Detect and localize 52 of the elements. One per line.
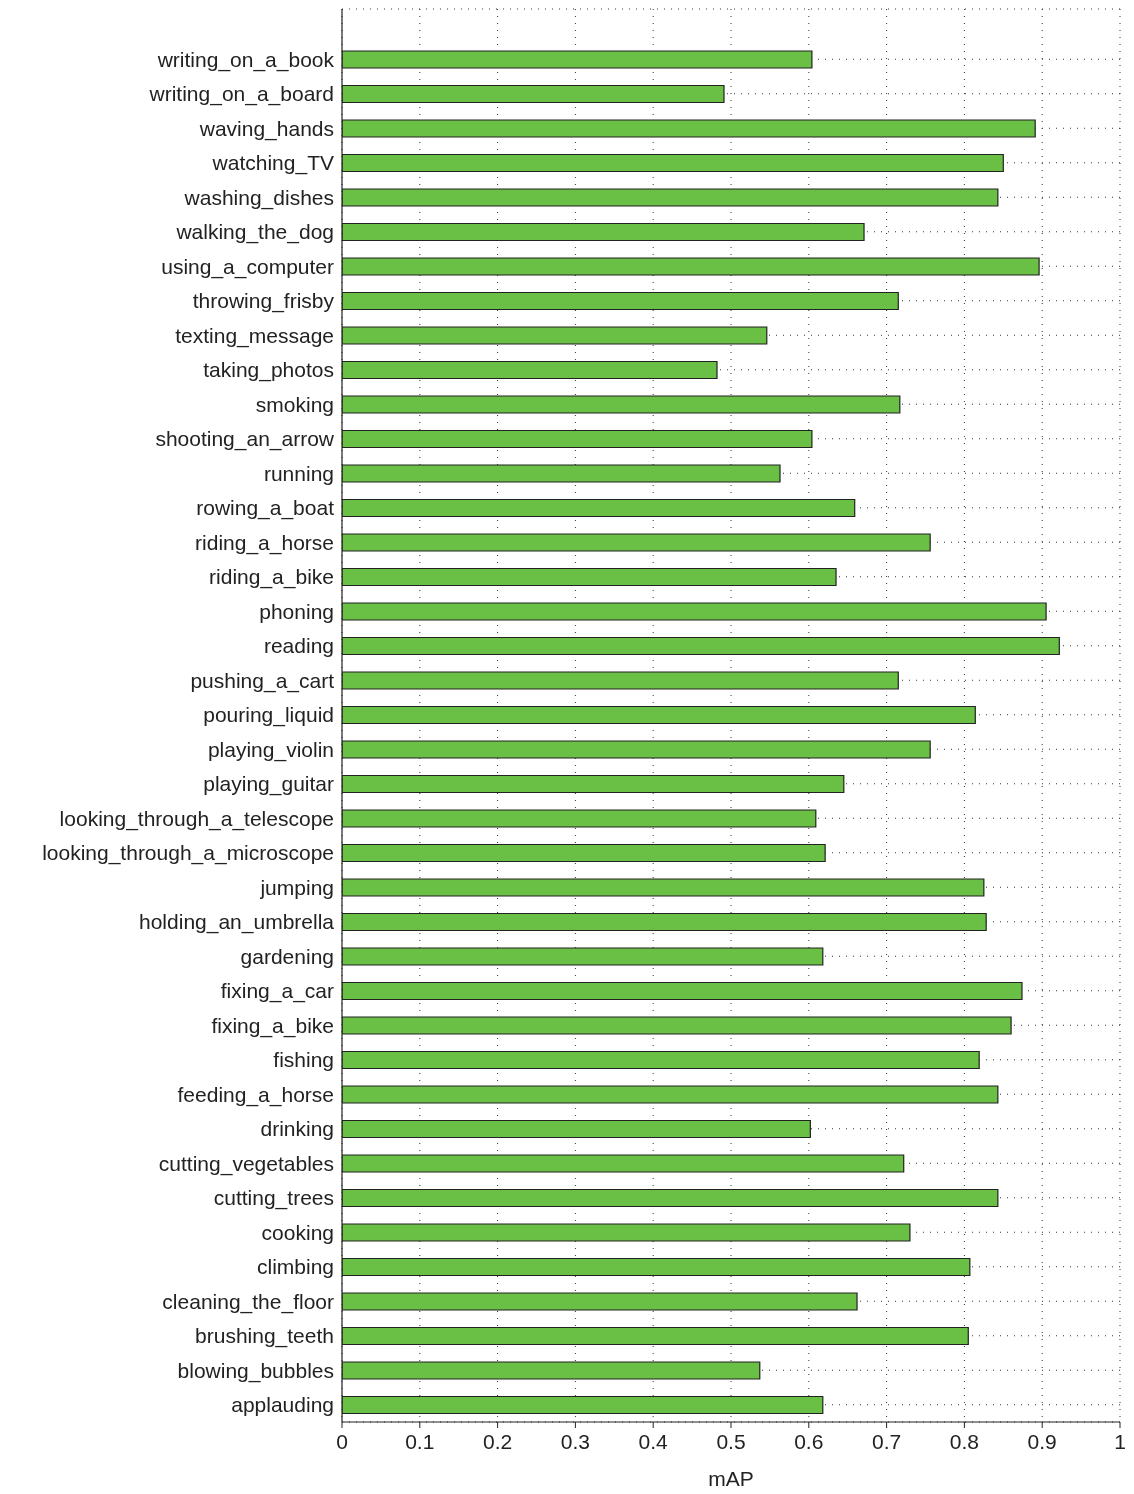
y-tick-label: riding_a_bike bbox=[209, 565, 334, 590]
x-tick-label: 0.5 bbox=[716, 1429, 746, 1453]
y-tick-label: taking_photos bbox=[203, 358, 334, 383]
y-tick-label: playing_guitar bbox=[203, 772, 334, 797]
y-tick-label: rowing_a_boat bbox=[196, 496, 335, 521]
y-tick-label: looking_through_a_telescope bbox=[59, 806, 334, 831]
y-tick-label: fixing_a_car bbox=[220, 979, 335, 1004]
x-tick-label: 0.9 bbox=[1027, 1429, 1057, 1453]
y-tick-label: running bbox=[263, 461, 334, 485]
x-tick-label: 0.6 bbox=[794, 1429, 824, 1453]
y-tick-label: cooking bbox=[261, 1220, 334, 1244]
y-tick-label: phoning bbox=[259, 599, 334, 623]
x-tick-label: 0.7 bbox=[872, 1429, 902, 1453]
x-tick-label: 0.4 bbox=[638, 1429, 669, 1453]
x-tick-label: 0.2 bbox=[483, 1429, 513, 1453]
y-tick-label: cutting_trees bbox=[213, 1186, 334, 1211]
y-tick-label: cutting_vegetables bbox=[158, 1151, 334, 1176]
y-tick-label: jumping bbox=[259, 875, 334, 899]
y-tick-label: blowing_bubbles bbox=[177, 1358, 334, 1383]
y-tick-label: washing_dishes bbox=[183, 185, 334, 210]
y-tick-label: reading bbox=[263, 634, 334, 658]
y-tick-label: fixing_a_bike bbox=[211, 1013, 334, 1038]
y-tick-label: smoking bbox=[255, 392, 334, 416]
y-tick-label: walking_the_dog bbox=[175, 220, 334, 245]
y-tick-label: waving_hands bbox=[198, 116, 334, 141]
y-tick-label: holding_an_umbrella bbox=[139, 910, 335, 935]
y-tick-label: playing_violin bbox=[207, 737, 334, 762]
y-tick-label: writing_on_a_book bbox=[156, 47, 335, 72]
y-tick-label: drinking bbox=[260, 1117, 334, 1141]
x-tick-label: 1 bbox=[1114, 1429, 1126, 1453]
x-tick-label: 0.8 bbox=[949, 1429, 979, 1453]
x-tick-label: 0.3 bbox=[560, 1429, 590, 1453]
y-tick-label: texting_message bbox=[175, 323, 334, 348]
y-tick-label: looking_through_a_microscope bbox=[42, 841, 334, 866]
y-tick-label: gardening bbox=[240, 944, 334, 968]
y-tick-label: watching_TV bbox=[211, 151, 334, 176]
y-tick-label: climbing bbox=[256, 1255, 334, 1279]
y-tick-label: cleaning_the_floor bbox=[162, 1289, 334, 1314]
x-axis-title: mAP bbox=[708, 1467, 754, 1490]
y-tick-label: brushing_teeth bbox=[195, 1324, 334, 1349]
y-tick-label: fishing bbox=[273, 1048, 334, 1072]
y-tick-label: applauding bbox=[231, 1393, 334, 1417]
x-tick-label: 0 bbox=[336, 1429, 348, 1453]
y-tick-label: riding_a_horse bbox=[195, 530, 334, 555]
y-tick-label: pushing_a_cart bbox=[190, 668, 335, 693]
y-tick-label: throwing_frisby bbox=[192, 289, 335, 314]
y-tick-label: pouring_liquid bbox=[203, 703, 334, 728]
y-tick-label: shooting_an_arrow bbox=[155, 427, 335, 452]
y-tick-label: feeding_a_horse bbox=[177, 1082, 334, 1107]
y-tick-label: writing_on_a_board bbox=[148, 82, 334, 107]
y-tick-label: using_a_computer bbox=[161, 254, 334, 279]
x-tick-label: 0.1 bbox=[405, 1429, 435, 1453]
